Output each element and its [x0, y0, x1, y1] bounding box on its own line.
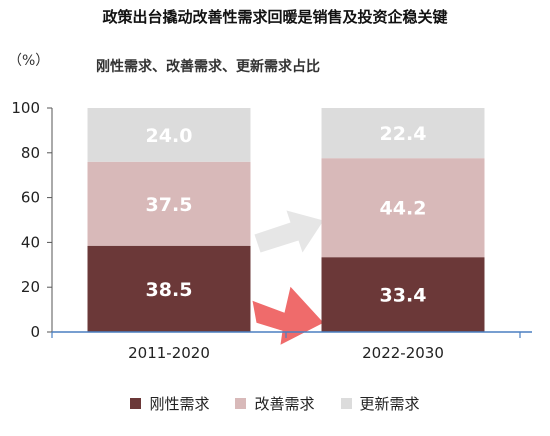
data-label: 37.5 — [146, 194, 193, 216]
legend-label-rigid: 刚性需求 — [149, 395, 210, 413]
data-label: 33.4 — [380, 285, 427, 307]
y-tick-label: 20 — [21, 278, 40, 296]
x-category-label: 2011-2020 — [128, 344, 210, 362]
x-category-label: 2022-2030 — [362, 344, 444, 362]
legend-label-improvement: 改善需求 — [254, 395, 315, 413]
bar-segment — [321, 158, 485, 258]
y-tick-label: 0 — [30, 323, 40, 341]
legend-swatch-renewal — [340, 398, 352, 409]
y-tick-label: 100 — [11, 99, 40, 117]
legend-item-improvement: 改善需求 — [235, 393, 315, 414]
data-label: 44.2 — [380, 198, 427, 220]
bar-segment — [87, 245, 251, 332]
bar-segment — [321, 257, 485, 332]
legend-item-rigid: 刚性需求 — [130, 393, 209, 414]
legend: 刚性需求 改善需求 更新需求 — [0, 393, 550, 414]
data-label: 24.0 — [146, 125, 193, 147]
y-axis-unit: （%） — [8, 53, 50, 69]
gray-trend-arrow — [254, 210, 324, 253]
chart-subtitle: 刚性需求、改善需求、更新需求占比 — [96, 59, 320, 75]
data-label: 22.4 — [380, 123, 427, 145]
y-tick-label: 40 — [21, 233, 40, 251]
y-tick-label: 60 — [21, 189, 40, 207]
legend-item-renewal: 更新需求 — [340, 393, 420, 414]
bar-segment — [87, 161, 251, 246]
legend-label-renewal: 更新需求 — [359, 395, 420, 413]
chart-title: 政策出台撬动改善性需求回暖是销售及投资企稳关键 — [102, 8, 448, 26]
data-label: 38.5 — [146, 279, 193, 301]
red-trend-arrow — [252, 286, 324, 345]
legend-swatch-rigid — [130, 398, 142, 409]
bar-segment — [321, 108, 485, 159]
bar-segment — [87, 108, 251, 162]
legend-swatch-improvement — [235, 398, 247, 409]
y-tick-label: 80 — [21, 144, 40, 162]
